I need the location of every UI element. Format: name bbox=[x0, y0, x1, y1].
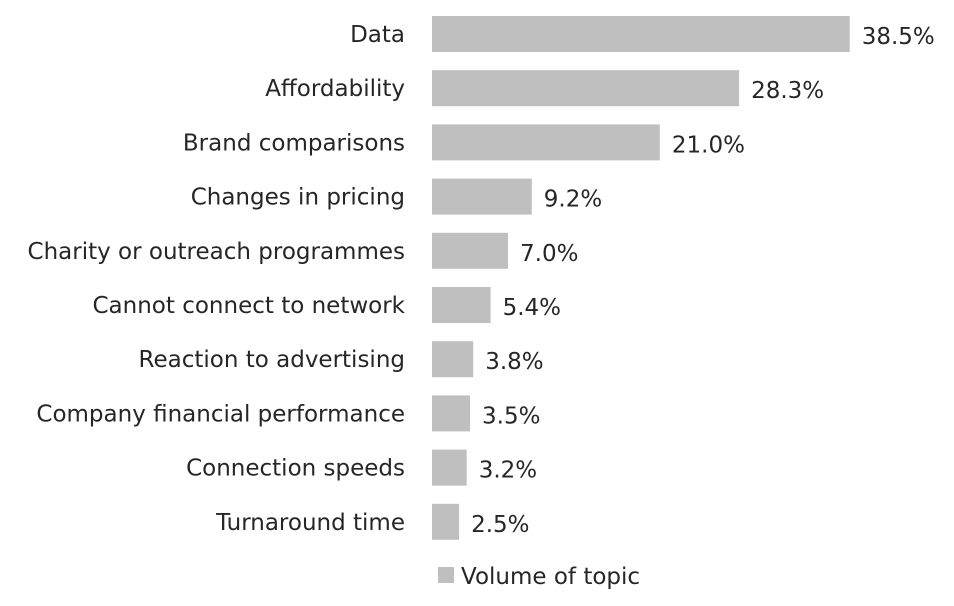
bar bbox=[432, 16, 850, 52]
data-label: 2.5% bbox=[471, 512, 529, 538]
data-label: 5.4% bbox=[503, 295, 561, 321]
category-label: Changes in pricing bbox=[191, 185, 405, 211]
legend-swatch bbox=[438, 567, 454, 583]
data-label: 3.5% bbox=[482, 403, 540, 429]
category-label: Reaction to advertising bbox=[139, 347, 405, 373]
category-label: Data bbox=[350, 22, 405, 48]
data-label: 9.2% bbox=[544, 187, 602, 213]
category-label: Affordability bbox=[265, 76, 405, 102]
category-label: Charity or outreach programmes bbox=[28, 239, 405, 265]
legend-label: Volume of topic bbox=[461, 564, 640, 590]
bar bbox=[432, 341, 474, 378]
data-label: 28.3% bbox=[751, 78, 824, 104]
category-labels: Data Affordability Brand comparisons Change… bbox=[28, 22, 406, 536]
category-label: Cannot connect to network bbox=[92, 293, 405, 319]
bar bbox=[432, 449, 467, 486]
bars-layer bbox=[432, 16, 850, 540]
data-label: 38.5% bbox=[862, 24, 935, 50]
category-label: Connection speeds bbox=[186, 456, 405, 482]
category-label: Turnaround time bbox=[215, 510, 405, 536]
legend: Volume of topic bbox=[438, 564, 640, 590]
bar bbox=[432, 395, 470, 432]
data-label: 3.2% bbox=[479, 458, 537, 484]
bar bbox=[432, 124, 660, 161]
data-label: 21.0% bbox=[672, 132, 745, 158]
bar bbox=[432, 232, 508, 269]
bar bbox=[432, 70, 740, 107]
bar bbox=[432, 503, 460, 540]
category-label: Brand comparisons bbox=[183, 130, 405, 156]
category-label: Company financial performance bbox=[36, 401, 405, 427]
value-labels: 38.5% 28.3% 21.0% 9.2% 7.0% 5.4% 3.8% 3.5% 3.2% 2… bbox=[471, 24, 935, 538]
bar bbox=[432, 178, 532, 215]
data-label: 7.0% bbox=[520, 241, 578, 267]
bar bbox=[432, 287, 491, 323]
data-label: 3.8% bbox=[485, 349, 543, 375]
